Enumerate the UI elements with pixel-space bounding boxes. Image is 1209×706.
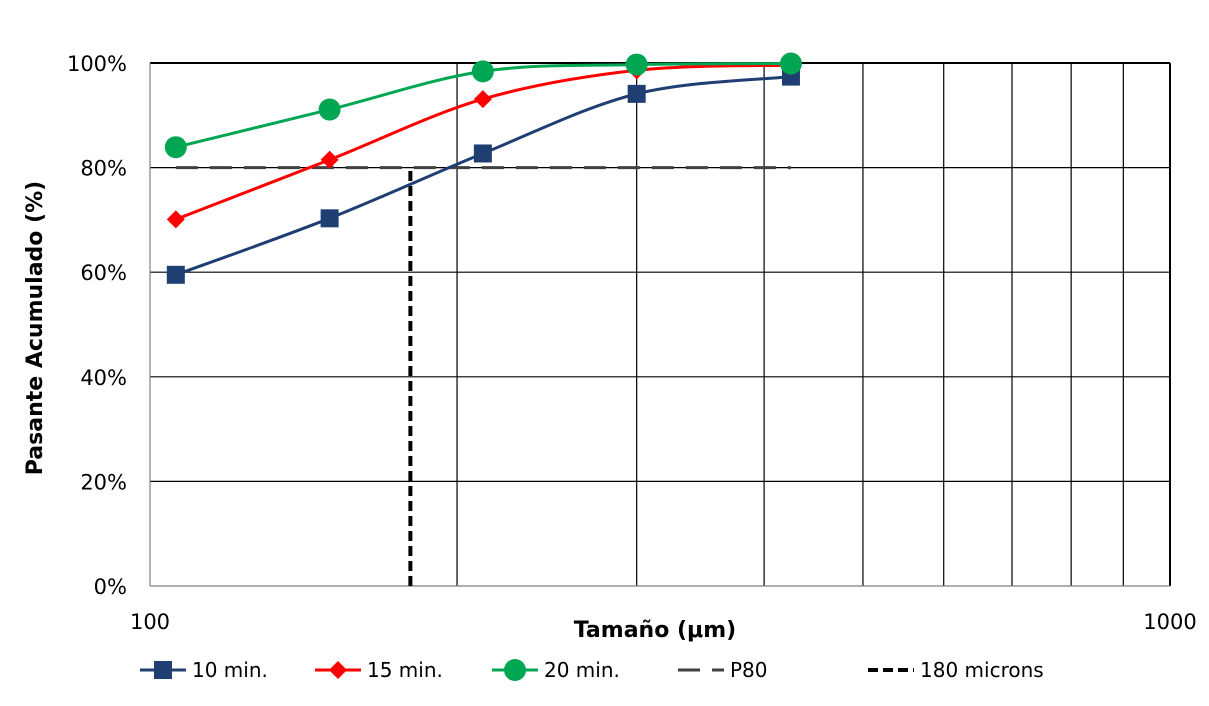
y-tick-label: 80% [80, 157, 127, 181]
y-tick-label: 40% [80, 366, 127, 390]
series-line [175, 63, 792, 221]
tick-labels: 0% 20% 40% 60% 80% 100% 100 1000 [67, 52, 1197, 634]
data-point [473, 90, 492, 109]
legend-marker [504, 659, 526, 681]
y-tick-label: 0% [94, 575, 127, 599]
y-tick-label: 100% [67, 52, 127, 76]
data-point [166, 265, 185, 284]
legend-label: 20 min. [544, 658, 620, 682]
data-point [164, 136, 187, 159]
data-point [320, 150, 339, 169]
legend-label: P80 [730, 658, 768, 682]
data-point [627, 84, 646, 103]
legend-label: 15 min. [367, 658, 443, 682]
y-tick-label: 20% [80, 470, 127, 494]
legend: 10 min. 15 min. 20 min. P80 180 microns [140, 658, 1044, 682]
data-point [779, 52, 802, 75]
y-tick-label: 60% [80, 261, 127, 285]
legend-label: 180 microns [920, 658, 1044, 682]
legend-marker [154, 661, 172, 679]
grid-layer [149, 62, 1171, 587]
y-axis-title: Pasante Acumulado (%) [23, 181, 48, 475]
data-point [320, 209, 339, 228]
legend-marker [329, 661, 347, 679]
data-point [473, 144, 492, 163]
series-layer [164, 52, 802, 586]
x-tick-label: 100 [130, 610, 170, 634]
data-point [625, 53, 648, 76]
data-point [471, 60, 494, 83]
x-axis-title: Tamaño (μm) [574, 618, 736, 643]
data-point [166, 210, 185, 229]
data-point [318, 98, 341, 121]
legend-label: 10 min. [192, 658, 268, 682]
x-tick-label: 1000 [1143, 610, 1196, 634]
